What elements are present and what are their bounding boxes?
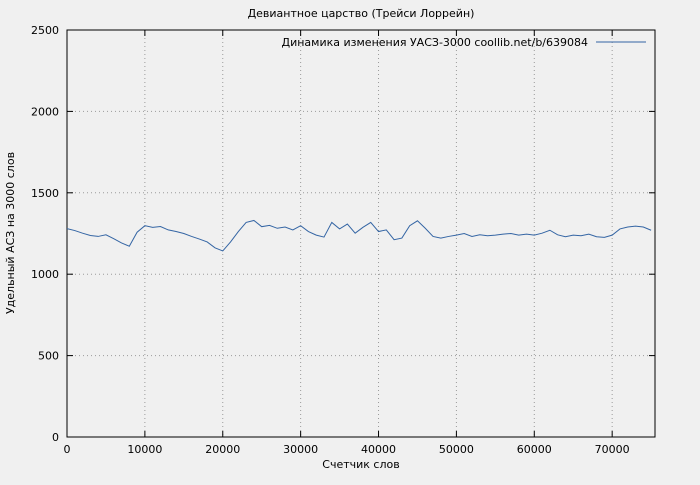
gridlines-group	[66, 29, 655, 438]
y-tick-label: 1500	[31, 187, 59, 200]
legend-label: Динамика изменения УАСЗ-3000 coollib.net…	[282, 36, 589, 49]
x-tick-label: 40000	[361, 443, 396, 456]
x-tick-label: 30000	[283, 443, 318, 456]
x-tick-label: 70000	[595, 443, 630, 456]
x-tick-label: 20000	[205, 443, 240, 456]
x-tick-label: 0	[64, 443, 71, 456]
x-tick-label: 10000	[127, 443, 162, 456]
y-tick-label: 0	[52, 431, 59, 444]
ticks-group	[66, 29, 655, 438]
series-line	[66, 219, 652, 252]
y-axis-label: Удельный АСЗ на 3000 слов	[4, 152, 17, 314]
tick-labels-group: 0 10000 20000 30000 40000 50000 60000 70000 0 500…	[31, 24, 630, 456]
x-tick-label: 60000	[517, 443, 552, 456]
y-tick-label: 2500	[31, 24, 59, 37]
chart-title: Девиантное царство (Трейси Лоррейн)	[248, 7, 475, 20]
plot-border	[66, 29, 656, 438]
x-tick-label: 50000	[439, 443, 474, 456]
y-tick-label: 2000	[31, 105, 59, 118]
y-tick-label: 1000	[31, 268, 59, 281]
x-axis-label: Счетчик слов	[322, 458, 399, 471]
series-group	[66, 219, 652, 252]
y-tick-label: 500	[38, 350, 59, 363]
